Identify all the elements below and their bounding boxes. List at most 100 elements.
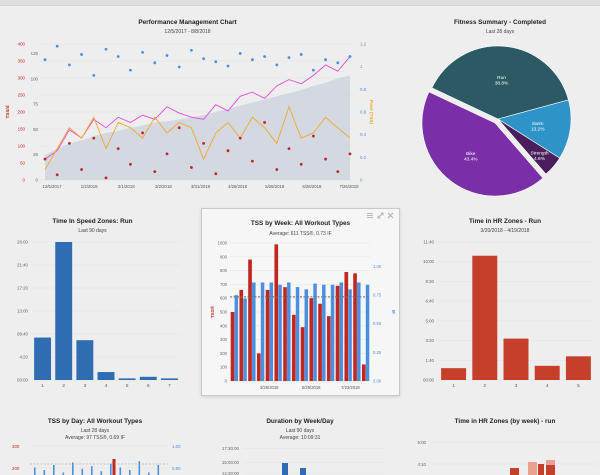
hamburger-menu-icon[interactable] xyxy=(367,212,374,221)
y-tick-label: 5:00 xyxy=(425,318,434,323)
tss-bar xyxy=(239,289,244,381)
if-bar xyxy=(330,284,335,381)
panel-subtitle: Average: 611 TSS®, 0.73 IF xyxy=(269,231,332,237)
y-tick-label: 4:10 xyxy=(417,462,426,467)
tss-bar xyxy=(326,316,331,381)
panel-speed-zones[interactable]: Time In Speed Zones: Run Last 90 days 00… xyxy=(0,212,185,392)
data-point xyxy=(214,60,218,64)
data-point xyxy=(80,53,83,56)
y-tick-label: 500 xyxy=(220,310,228,315)
panel-tss-by-day[interactable]: TSS by Day: All Workout Types Last 28 da… xyxy=(0,412,190,475)
hr-zones-chart[interactable]: 00:00 1:40 3:20 5:00 6:40 8:20 10:00 11:40 1 2 3 4 5 xyxy=(410,212,600,392)
y2-tick-label: 0.50 xyxy=(373,321,382,326)
pie-slice xyxy=(421,91,544,197)
panel-hr-zones-by-week[interactable]: Time in HR Zones (by week) - run 5:00 4:1… xyxy=(410,412,600,475)
panel-hr-zones-run[interactable]: Time in HR Zones - Run 3/20/2018 - 4/19/… xyxy=(410,212,600,392)
pie-slice xyxy=(497,99,572,159)
if-bar xyxy=(148,472,150,475)
data-point xyxy=(129,162,132,166)
data-point xyxy=(68,63,71,67)
if-bar xyxy=(243,298,247,381)
if-bar xyxy=(62,472,65,475)
y-left-tick-label: 100 xyxy=(18,144,26,149)
if-bar xyxy=(313,283,317,381)
y2-tick-label: 1.00 xyxy=(373,264,382,269)
if-bar xyxy=(269,282,274,381)
panel-performance-management-chart[interactable]: Performance Management Chart 12/5/2017 -… xyxy=(0,12,375,197)
data-point xyxy=(55,44,59,48)
y-tick-label: 5:00 xyxy=(417,440,426,445)
y-left-axis-label: TSS/d xyxy=(5,105,10,118)
tss-bar xyxy=(335,285,340,381)
data-point xyxy=(312,134,315,138)
bar xyxy=(534,365,560,380)
expand-icon[interactable] xyxy=(377,212,384,221)
y-tick-label: 00:00 xyxy=(17,378,29,383)
y-tick-label: 08:40 xyxy=(17,332,29,337)
bar xyxy=(565,356,591,380)
tss-bar xyxy=(291,314,296,381)
hr-week-bar xyxy=(546,465,555,475)
if-bar xyxy=(100,471,103,475)
data-point xyxy=(287,56,291,59)
x-tick-label: 4 xyxy=(546,383,549,388)
y-mid-tick-label: 75 xyxy=(33,102,38,107)
x-tick-label: 5 xyxy=(126,383,129,388)
if-bar xyxy=(322,284,326,381)
speed-zones-chart[interactable]: 00:00 4:20 08:40 13:00 17:20 21:40 26:00 1 2 3 4 5 6… xyxy=(0,212,185,392)
x-tick-label: 4/29/2018 xyxy=(228,184,248,189)
y-tick-label: 10:00 xyxy=(423,259,435,264)
tss-by-day-chart[interactable]: 300 200 1.00 0.80 xyxy=(0,412,190,475)
data-point xyxy=(226,64,230,68)
y-tick-label: 3:20 xyxy=(425,338,434,343)
y-right-tick-label: 1 xyxy=(360,64,363,69)
duration-chart[interactable]: 17:30:00 15:00:00 12:30:00 xyxy=(205,412,395,475)
data-point xyxy=(190,48,193,52)
y-right-tick-label: 1.2 xyxy=(360,42,367,47)
bar xyxy=(76,340,94,380)
y-tick-label: 300 xyxy=(12,444,20,449)
data-point xyxy=(116,147,120,151)
x-tick-label: 4 xyxy=(105,383,108,388)
y-right-tick-label: 0.4 xyxy=(360,132,367,137)
if-bar xyxy=(295,287,300,381)
tss-bar xyxy=(309,298,314,381)
data-point xyxy=(116,55,120,58)
if-bar xyxy=(43,470,46,475)
panel-tss-by-week[interactable]: TSS by Week: All Workout Types Average: … xyxy=(201,208,400,396)
tss-bar xyxy=(230,312,235,381)
if-bar xyxy=(287,282,291,381)
hr-by-week-chart[interactable]: 5:00 4:10 xyxy=(410,412,600,475)
panel-duration-by-week[interactable]: Duration by Week/Day Last 90 days Averag… xyxy=(205,412,395,475)
close-icon[interactable] xyxy=(387,212,394,221)
tss-bar xyxy=(283,287,287,381)
if-bar xyxy=(34,467,36,475)
data-point xyxy=(214,172,218,176)
if-bar xyxy=(365,284,370,381)
data-point xyxy=(312,68,315,72)
tss-bar xyxy=(353,273,357,381)
panel-fitness-summary[interactable]: Fitness Summary - Completed Last 28 days… xyxy=(400,12,600,197)
hr-week-bar xyxy=(510,468,519,475)
if-bar xyxy=(357,282,361,381)
series-line xyxy=(44,56,351,160)
panel-average: Average: 97 TSS®, 0.69 IF xyxy=(65,435,125,441)
if-bar xyxy=(234,295,239,381)
tss-by-week-chart[interactable]: 0 100 200 300 400 500 600 700 800 900 1000 0.00 0.25… xyxy=(202,209,399,395)
if-bar xyxy=(129,470,131,475)
data-point xyxy=(80,168,83,171)
if-bar xyxy=(119,467,122,475)
y-right-tick-label: 0.8 xyxy=(360,87,367,92)
y-left-tick-label: 400 xyxy=(18,42,26,47)
panel-subtitle: 3/20/2018 - 4/19/2018 xyxy=(480,228,530,234)
y-mid-tick-label: 50 xyxy=(33,127,38,132)
bar xyxy=(139,376,157,380)
pmc-chart[interactable]: 0 50 100 150 200 250 300 350 400 0 25 50 75 100 125 0 0.… xyxy=(0,12,375,197)
x-tick-label: 12/5/2017 xyxy=(42,184,62,189)
y-tick-label: 17:30:00 xyxy=(222,446,240,451)
y-tick-label: 200 xyxy=(220,351,228,356)
bar xyxy=(472,255,498,380)
data-point xyxy=(141,131,145,135)
data-point xyxy=(348,55,352,58)
